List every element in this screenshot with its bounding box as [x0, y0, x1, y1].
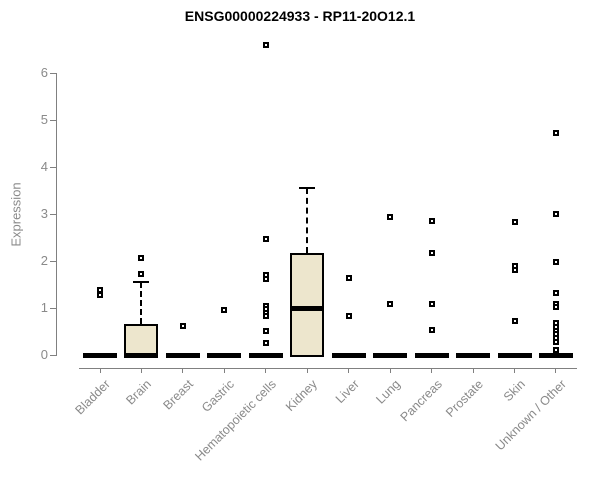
y-tick-label: 3: [40, 206, 48, 221]
outlier-point: [97, 286, 103, 293]
outlier-point: [262, 327, 269, 334]
x-tick: [223, 368, 225, 373]
outlier-point: [511, 267, 518, 274]
collapsed-box: [538, 352, 573, 358]
y-tick-label: 4: [40, 159, 48, 174]
outlier-point: [552, 259, 559, 266]
whisker-line: [140, 282, 143, 325]
y-tick: [50, 354, 56, 356]
y-tick-label: 6: [40, 65, 48, 80]
y-axis-line: [56, 73, 57, 356]
collapsed-box: [497, 352, 532, 358]
outlier-point: [428, 218, 435, 225]
collapsed-box: [373, 352, 408, 358]
x-tick: [182, 368, 184, 373]
outlier-point: [262, 236, 269, 243]
box: [290, 253, 325, 357]
outlier-point: [345, 275, 352, 282]
median-line: [290, 306, 325, 312]
outlier-point: [221, 306, 228, 313]
outlier-point: [138, 270, 145, 277]
x-tick: [348, 368, 350, 373]
y-axis-title: Expression: [8, 182, 24, 247]
outlier-point: [97, 291, 103, 298]
outlier-point: [552, 346, 559, 353]
y-tick: [50, 213, 56, 215]
y-tick: [50, 72, 56, 74]
outlier-point: [511, 218, 518, 225]
outlier-point: [511, 317, 518, 324]
y-tick-label: 1: [40, 300, 48, 315]
outlier-point: [428, 250, 435, 256]
collapsed-box: [248, 352, 283, 358]
outlier-point: [552, 338, 559, 345]
outlier-point: [387, 300, 394, 307]
x-tick: [140, 368, 142, 373]
outlier-point: [428, 300, 435, 307]
box: [124, 324, 159, 357]
collapsed-box: [207, 352, 242, 358]
x-tick: [389, 368, 391, 373]
outlier-point: [138, 254, 145, 261]
y-tick: [50, 260, 56, 262]
outlier-point: [262, 339, 269, 346]
x-axis-line: [79, 368, 577, 369]
outlier-point: [552, 211, 559, 217]
collapsed-box: [414, 352, 449, 358]
outlier-point: [552, 304, 559, 311]
x-tick: [306, 368, 308, 373]
y-tick-label: 2: [40, 253, 48, 268]
collapsed-box: [331, 352, 366, 358]
x-tick: [555, 368, 557, 373]
outlier-point: [179, 323, 186, 330]
y-tick-label: 5: [40, 112, 48, 127]
outlier-point: [428, 326, 435, 333]
x-tick: [99, 368, 101, 373]
outlier-point: [262, 41, 269, 48]
whisker-cap: [299, 187, 316, 190]
outlier-point: [262, 275, 269, 282]
median-line: [124, 352, 159, 358]
y-tick: [50, 166, 56, 168]
outlier-point: [387, 214, 394, 221]
outlier-point: [345, 313, 352, 320]
whisker-cap: [133, 281, 150, 284]
collapsed-box: [165, 352, 200, 358]
y-tick: [50, 119, 56, 121]
x-tick: [472, 368, 474, 373]
outlier-point: [552, 130, 559, 137]
y-tick-label: 0: [40, 347, 48, 362]
x-tick: [514, 368, 515, 373]
outlier-point: [552, 290, 559, 297]
whisker-line: [306, 188, 309, 253]
chart-title: ENSG00000224933 - RP11-20O12.1: [184, 8, 416, 24]
collapsed-box: [456, 352, 491, 358]
collapsed-box: [83, 352, 117, 358]
y-tick: [50, 307, 56, 309]
x-tick: [265, 368, 267, 373]
x-tick: [431, 368, 433, 373]
outlier-point: [262, 313, 269, 320]
